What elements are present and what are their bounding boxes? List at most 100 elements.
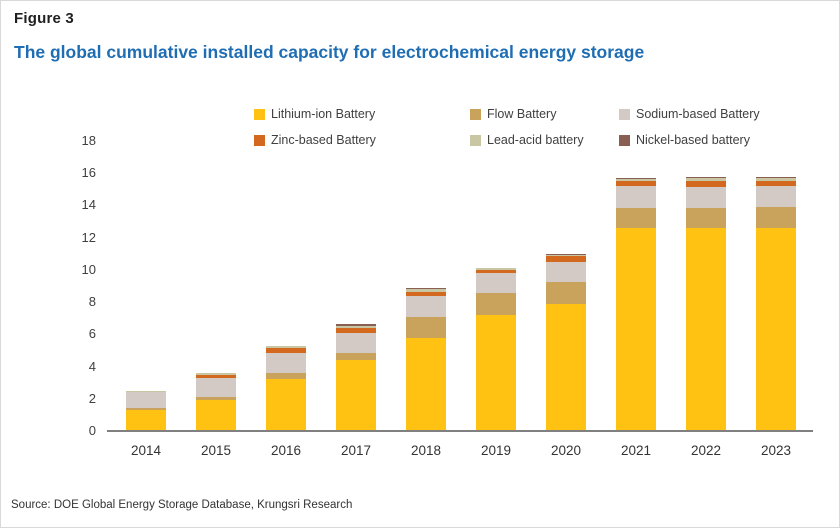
bar-segment [756, 178, 796, 181]
legend-item: Nickel-based battery [619, 133, 760, 147]
x-tick-label: 2014 [130, 443, 162, 458]
bar-segment [266, 352, 306, 374]
y-tick-label: 4 [88, 358, 96, 374]
bar-segment [196, 374, 236, 378]
bar-slot-2014 [111, 141, 181, 431]
stacked-bar-2023 [756, 177, 796, 431]
x-tick-label: 2017 [340, 443, 372, 458]
legend-item: Lead-acid battery [470, 133, 619, 147]
bar-slot-2015 [181, 141, 251, 431]
y-tick-label: 16 [81, 165, 96, 181]
bar-slot-2022 [671, 141, 741, 431]
y-tick-label: 0 [88, 423, 96, 438]
bar-segment [616, 186, 656, 208]
legend-color-swatch [619, 134, 630, 146]
bar-segment [476, 267, 516, 269]
stacked-bar-2015 [196, 373, 236, 431]
bar-segment [266, 346, 306, 349]
figure-label: Figure 3 [14, 10, 74, 27]
bar-segment [126, 408, 166, 411]
bar-segment [476, 315, 516, 431]
bar-slot-2021 [601, 141, 671, 431]
bar-segment [406, 337, 446, 431]
bar-segment [756, 177, 796, 179]
y-tick-label: 10 [81, 261, 96, 277]
bar-slot-2018 [391, 141, 461, 431]
x-tick-label: 2023 [760, 443, 792, 458]
x-tick-label: 2016 [270, 443, 302, 458]
y-tick-label: 12 [81, 229, 96, 245]
bar-segment [266, 373, 306, 380]
bar-segment [546, 256, 586, 262]
bar-segment [406, 295, 446, 318]
legend-color-swatch [470, 134, 481, 146]
bar-slot-2023 [741, 141, 811, 431]
bar-segment [126, 410, 166, 431]
stacked-bar-2022 [686, 177, 726, 431]
bar-segment [196, 397, 236, 401]
bar-segment [266, 345, 306, 347]
legend-label: Flow Battery [487, 107, 557, 121]
bar-segment [756, 186, 796, 208]
legend-color-swatch [254, 108, 265, 120]
page-title: The global cumulative installed capacity… [14, 42, 645, 62]
legend-item: Lithium-ion Battery [254, 107, 470, 121]
y-axis: 0 2 4 6 8 10 12 14 16 18 [1, 133, 96, 438]
legend-item: Sodium-based Battery [619, 107, 760, 121]
stacked-bar-2016 [266, 345, 306, 431]
source-note: Source: DOE Global Energy Storage Databa… [11, 499, 353, 511]
bar-slot-2016 [251, 141, 321, 431]
stacked-bar-2018 [406, 287, 446, 431]
chart-legend: Lithium-ion Battery Flow Battery Sodium-ba… [254, 107, 760, 147]
bar-segment [476, 273, 516, 294]
bar-segment [686, 207, 726, 228]
bar-segment [476, 268, 516, 270]
stacked-bar-2020 [546, 253, 586, 431]
bar-segment [336, 325, 376, 328]
x-tick-label: 2021 [620, 443, 652, 458]
stacked-bar-2019 [476, 267, 516, 431]
y-tick-label: 14 [81, 197, 96, 213]
bar-segment [126, 390, 166, 393]
x-axis-line [107, 430, 813, 432]
bar-segment [616, 178, 656, 182]
bar-segment [196, 377, 236, 398]
bar-segment [546, 281, 586, 304]
legend-label: Zinc-based Battery [271, 133, 376, 147]
x-tick-label: 2015 [200, 443, 232, 458]
legend-label: Lithium-ion Battery [271, 107, 376, 121]
legend-color-swatch [254, 134, 265, 146]
legend-item: Zinc-based Battery [254, 133, 470, 147]
bar-segment [546, 303, 586, 431]
bar-segment [266, 348, 306, 353]
bar-slot-2020 [531, 141, 601, 431]
bar-segment [616, 178, 656, 179]
bar-segment [756, 207, 796, 228]
bar-segment [266, 379, 306, 431]
bar-slot-2019 [461, 141, 531, 431]
y-tick-label: 6 [88, 326, 96, 342]
x-tick-label: 2018 [410, 443, 442, 458]
stacked-bar-2014 [126, 390, 166, 431]
bar-segment [686, 228, 726, 431]
legend-item: Flow Battery [470, 107, 619, 121]
bar-segment [616, 181, 656, 187]
plot-area [111, 141, 811, 431]
bar-segment [336, 323, 376, 326]
bar-segment [686, 177, 726, 179]
legend-label: Nickel-based battery [636, 133, 750, 147]
bar-segment [686, 186, 726, 208]
bar-segment [406, 289, 446, 292]
x-axis: 2014 2015 2016 2017 2018 2019 2020 2021 2022 2023 [111, 443, 811, 458]
bar-segment [686, 178, 726, 181]
x-tick-label: 2020 [550, 443, 582, 458]
bar-segment [686, 180, 726, 187]
bar-segment [126, 392, 166, 409]
x-tick-label: 2019 [480, 443, 512, 458]
bar-segment [546, 261, 586, 282]
x-tick-label: 2022 [690, 443, 722, 458]
bar-segment [336, 327, 376, 333]
bar-segment [406, 317, 446, 338]
legend-label: Sodium-based Battery [636, 107, 760, 121]
